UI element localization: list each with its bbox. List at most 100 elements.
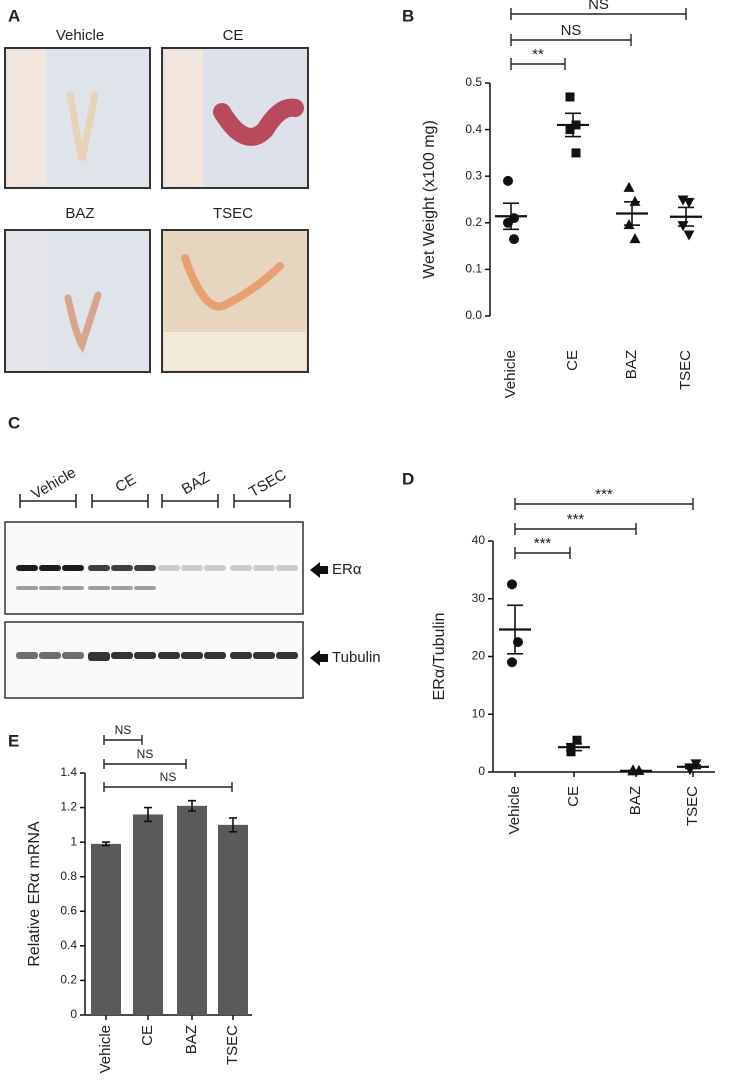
band [276,652,298,659]
photo-label: BAZ [65,205,94,222]
band [88,586,110,590]
error-bar [685,764,701,770]
photo-label: Vehicle [56,27,104,44]
band [62,652,84,659]
point [629,195,641,206]
significance-label: NS [115,723,132,737]
point [565,92,575,102]
ruler [164,332,306,370]
significance-label: NS [561,22,582,39]
arrow [310,562,328,578]
y-axis-label: Wet Weight (x100 mg) [421,120,438,279]
band [39,586,61,590]
specimen [181,254,284,311]
significance-label: *** [567,511,585,528]
band [134,586,156,590]
error-bar [507,604,523,655]
bar [133,814,163,1015]
band [62,565,84,571]
point [503,175,513,186]
band [16,565,38,571]
error-bar [144,806,152,823]
y-tick-label: 0 [70,1007,77,1021]
point [572,735,582,745]
x-tick-label: TSEC [224,1025,241,1065]
y-axis-label: ERα/Tubulin [431,613,448,701]
bar [177,805,207,1015]
y-tick-label: 20 [472,649,486,663]
y-tick-label: 0.6 [60,903,77,917]
y-tick-label: 0.2 [60,973,77,987]
y-tick-label: 1.2 [60,800,77,814]
x-tick-label: Vehicle [506,786,523,834]
error-bar [628,769,644,772]
band [62,586,84,590]
y-tick-label: 0.5 [465,75,482,89]
ruler [165,50,203,186]
point [507,657,517,668]
band [230,565,252,571]
x-tick-label: BAZ [623,350,640,379]
lane-label: CE [112,471,139,496]
specimen [66,91,99,161]
y-tick-label: 0.8 [60,869,77,883]
band [16,652,38,659]
y-tick-label: 10 [472,706,486,720]
band [111,586,133,590]
error-bar [678,206,694,227]
panel-letter: A [8,6,20,25]
point [623,219,635,230]
y-tick-label: 0.0 [465,308,482,322]
lane-label: TSEC [246,466,289,501]
band [181,565,203,571]
band [134,565,156,571]
point [683,197,695,208]
band [16,586,38,590]
band [111,652,133,659]
x-tick-label: Vehicle [97,1025,114,1073]
significance-label: NS [588,0,609,13]
y-tick-label: 40 [472,533,486,547]
band [204,565,226,571]
point [566,744,576,754]
band [181,652,203,659]
band [111,565,133,571]
ruler [8,50,46,186]
band [39,652,61,659]
point [683,230,695,241]
x-tick-label: TSEC [677,350,694,390]
point [623,181,635,192]
x-tick-label: BAZ [183,1025,200,1054]
lane-label: Vehicle [29,464,79,503]
x-tick-label: TSEC [684,786,701,826]
band [39,565,61,571]
y-tick-label: 0 [478,764,485,778]
error-bar [503,202,519,231]
error-bar [102,841,110,847]
arrow [310,650,328,666]
photo-label: CE [223,27,244,44]
point [565,125,575,135]
band [134,652,156,659]
band [88,652,110,661]
y-tick-label: 0.4 [60,938,77,952]
band [88,565,110,571]
panel-letter: E [8,731,19,750]
band [204,652,226,659]
band [158,652,180,659]
bar [218,824,248,1015]
y-tick-label: 0.2 [465,215,482,229]
y-tick-label: 30 [472,591,486,605]
error-bar [565,112,581,138]
y-tick-label: 0.4 [465,122,482,136]
x-tick-label: BAZ [627,786,644,815]
photos [4,47,309,373]
y-tick-label: 0.1 [465,262,482,276]
band [276,565,298,571]
significance-label: ** [532,46,544,63]
significance-label: *** [595,486,613,503]
significance-label: NS [137,747,154,761]
significance-label: NS [160,770,177,784]
panel-letter: B [402,6,414,25]
